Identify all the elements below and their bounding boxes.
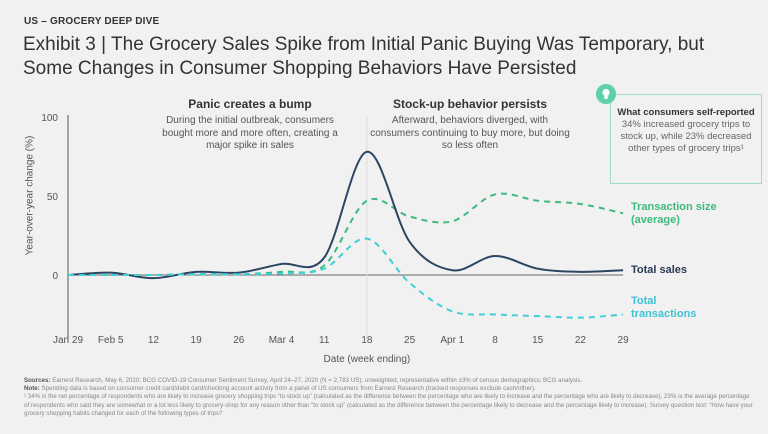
- y-axis-label: Year-over-year change (%): [24, 135, 36, 256]
- x-tick-label: 11: [319, 335, 330, 346]
- panic-heading: Panic creates a bump: [188, 97, 312, 111]
- note-text: Spending data is based on consumer credi…: [41, 385, 536, 393]
- stock-heading: Stock-up behavior persists: [392, 97, 548, 111]
- series-transaction-size: [67, 192, 624, 277]
- callout-heading: What consumers self-reported: [617, 107, 755, 118]
- legend-total-transactions: Total transactions: [631, 295, 696, 321]
- sources-text: Earnest Research, May 6, 2020; BCG COVID…: [52, 377, 583, 384]
- lightbulb-icon: [596, 84, 616, 104]
- x-tick-label: Apr 1: [440, 335, 464, 346]
- footnotes: Sources: Earnest Research, May 6, 2020; …: [24, 377, 754, 418]
- legend-label: Total: [631, 295, 657, 307]
- x-tick-label: 22: [575, 335, 587, 346]
- x-tick-label: 12: [148, 335, 160, 346]
- x-tick-label: 8: [492, 335, 498, 346]
- footnote-1: ¹ 34% is the net percentage of responden…: [24, 393, 753, 417]
- y-tick-label: 50: [47, 192, 59, 203]
- x-tick-label: 25: [404, 335, 416, 346]
- x-tick-label: Jan 29: [53, 335, 83, 346]
- exhibit-title: Exhibit 3 | The Grocery Sales Spike from…: [23, 34, 705, 79]
- legend-label: transactions: [631, 308, 697, 320]
- x-tick-label: 18: [361, 335, 373, 346]
- sources-label: Sources:: [24, 377, 51, 384]
- y-tick-label: 100: [41, 113, 58, 124]
- x-tick-label: 15: [532, 335, 544, 346]
- legend-total-sales: Total sales: [631, 264, 688, 276]
- legend-transaction-size: Transaction size (average): [631, 201, 717, 227]
- series-total-sales: [67, 150, 624, 280]
- x-tick-label: 26: [233, 335, 245, 346]
- x-tick-label: 19: [191, 335, 203, 346]
- series-total-transactions: [67, 237, 624, 319]
- x-tick-label: Feb 5: [98, 335, 124, 346]
- callout-text: 34% increased grocery trips to stock up,…: [620, 119, 752, 154]
- callout-box: What consumers self-reported 34% increas…: [610, 94, 762, 184]
- x-tick-label: Mar 4: [269, 335, 295, 346]
- y-tick-label: 0: [52, 271, 58, 282]
- panic-text: During the initial outbreak, consumers b…: [162, 115, 338, 151]
- x-axis-label: Date (week ending): [324, 354, 411, 365]
- legend-label: (average): [631, 214, 680, 226]
- section-kicker: US – GROCERY DEEP DIVE: [24, 16, 160, 27]
- x-tick-label: 29: [618, 335, 630, 346]
- note-label: Note:: [24, 385, 40, 393]
- stock-text: Afterward, behaviors diverged, with cons…: [370, 115, 570, 151]
- legend-label: Transaction size: [631, 201, 717, 213]
